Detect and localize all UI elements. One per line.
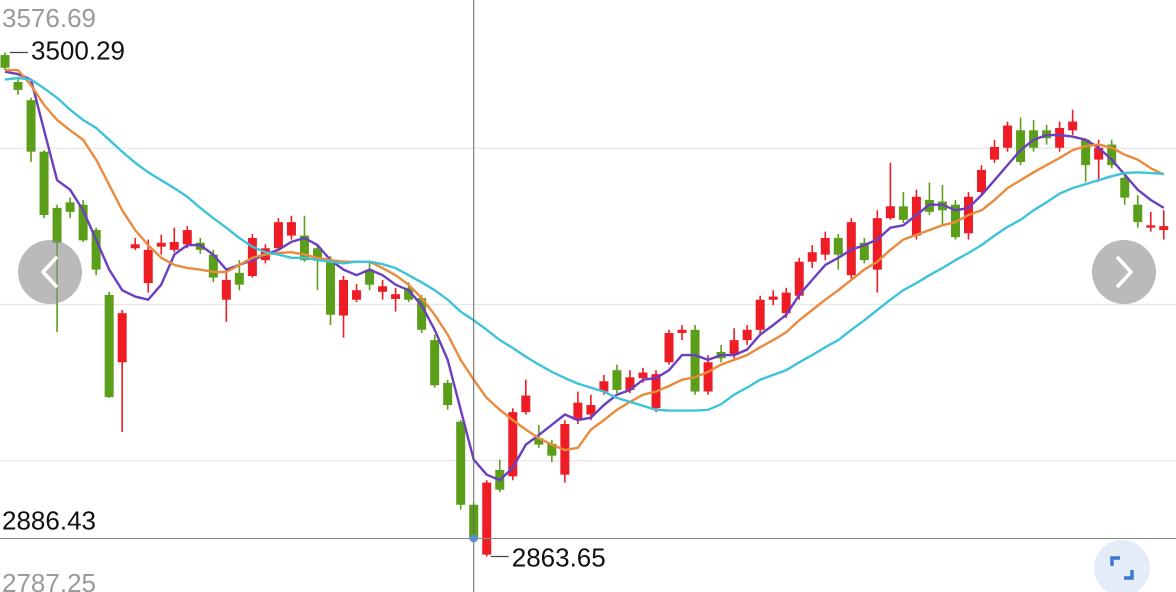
candle-body [820, 237, 830, 255]
candle-body [39, 151, 49, 216]
candle-body [13, 82, 23, 90]
candle-body [1055, 127, 1065, 148]
candle-body [482, 482, 492, 555]
candle-body [586, 405, 596, 415]
candle-body [807, 252, 817, 262]
candle-body [130, 244, 140, 249]
candle-body [156, 242, 166, 247]
candle-body [52, 207, 62, 243]
candle-body [1107, 144, 1117, 166]
candle-body [404, 287, 414, 300]
candle-body [65, 202, 75, 212]
candle-body [625, 377, 635, 390]
fullscreen-button-bg[interactable] [1094, 540, 1150, 592]
ma-line [4, 70, 1165, 482]
candle-body [391, 294, 401, 299]
candle-body [91, 230, 101, 270]
candle-body [977, 169, 986, 193]
prev-button[interactable] [18, 240, 82, 304]
candle-body [534, 438, 544, 445]
candle-body [78, 204, 88, 241]
candle-body [443, 382, 453, 406]
y-tick-label: 2787.25 [2, 568, 96, 592]
candle-body [456, 421, 466, 505]
candle-body [417, 298, 427, 330]
crosshair-label: 2886.43 [2, 505, 96, 535]
candle-body [1016, 130, 1026, 162]
candle-body [703, 362, 713, 392]
candle-body [299, 235, 309, 261]
candle-body [221, 279, 231, 300]
candle-body [781, 292, 791, 314]
candle-body [1159, 226, 1169, 231]
candle-body [365, 269, 375, 285]
candle-body [677, 329, 687, 333]
candle-body [990, 146, 1000, 160]
candle-body [26, 100, 36, 152]
candle-body [339, 279, 349, 316]
low-label: 2863.65 [512, 542, 606, 572]
candle-body [729, 340, 739, 356]
candle-body [312, 248, 322, 261]
candle-body [117, 313, 127, 363]
candle-body [1081, 139, 1091, 166]
candle-body [664, 332, 674, 363]
candle-body [599, 381, 609, 392]
y-tick-label: 3576.69 [2, 3, 96, 33]
next-icon[interactable] [1116, 256, 1133, 288]
candle-body [182, 230, 192, 245]
candle-body [742, 329, 752, 341]
candle-body [169, 241, 179, 250]
candle-body [1133, 204, 1143, 223]
candle-body [273, 222, 283, 249]
prev-button-bg[interactable] [18, 240, 82, 304]
candle-body [612, 370, 622, 390]
candle-body [1068, 121, 1078, 131]
candle-body [104, 294, 114, 398]
next-button-bg[interactable] [1092, 240, 1156, 304]
candle-body [1094, 147, 1104, 160]
fullscreen-button[interactable] [1094, 540, 1150, 592]
candle-body [430, 340, 440, 386]
fullscreen-icon[interactable] [1110, 556, 1134, 580]
candle-body [0, 55, 10, 68]
candle-body [352, 290, 362, 300]
candle-body [1146, 225, 1156, 228]
candle-body [833, 237, 843, 255]
candle-body [755, 299, 765, 330]
high-label: 3500.29 [31, 35, 125, 65]
ma-line [4, 76, 1164, 412]
candle-body [326, 260, 335, 315]
candle-body [208, 254, 218, 278]
next-button[interactable] [1092, 240, 1156, 304]
candle-body [143, 249, 153, 284]
candle-body [378, 286, 388, 292]
candle-body [794, 261, 804, 296]
candle-body [859, 242, 869, 261]
candle-body [547, 443, 557, 456]
candle-body [872, 218, 882, 270]
candle-body [286, 222, 296, 236]
candle-body [1120, 177, 1130, 198]
prev-icon[interactable] [41, 256, 58, 288]
candle-body [768, 296, 778, 300]
candle-body [1003, 125, 1013, 148]
ma-line [5, 68, 1165, 452]
candle-body [234, 272, 244, 285]
candle-body [573, 402, 583, 421]
crosshair-dot [469, 534, 478, 543]
candle-body [690, 329, 700, 392]
candle-body [638, 372, 648, 379]
candle-body [521, 395, 531, 413]
candle-body [885, 206, 895, 219]
candle-body [898, 206, 908, 220]
candle-body [508, 412, 518, 477]
